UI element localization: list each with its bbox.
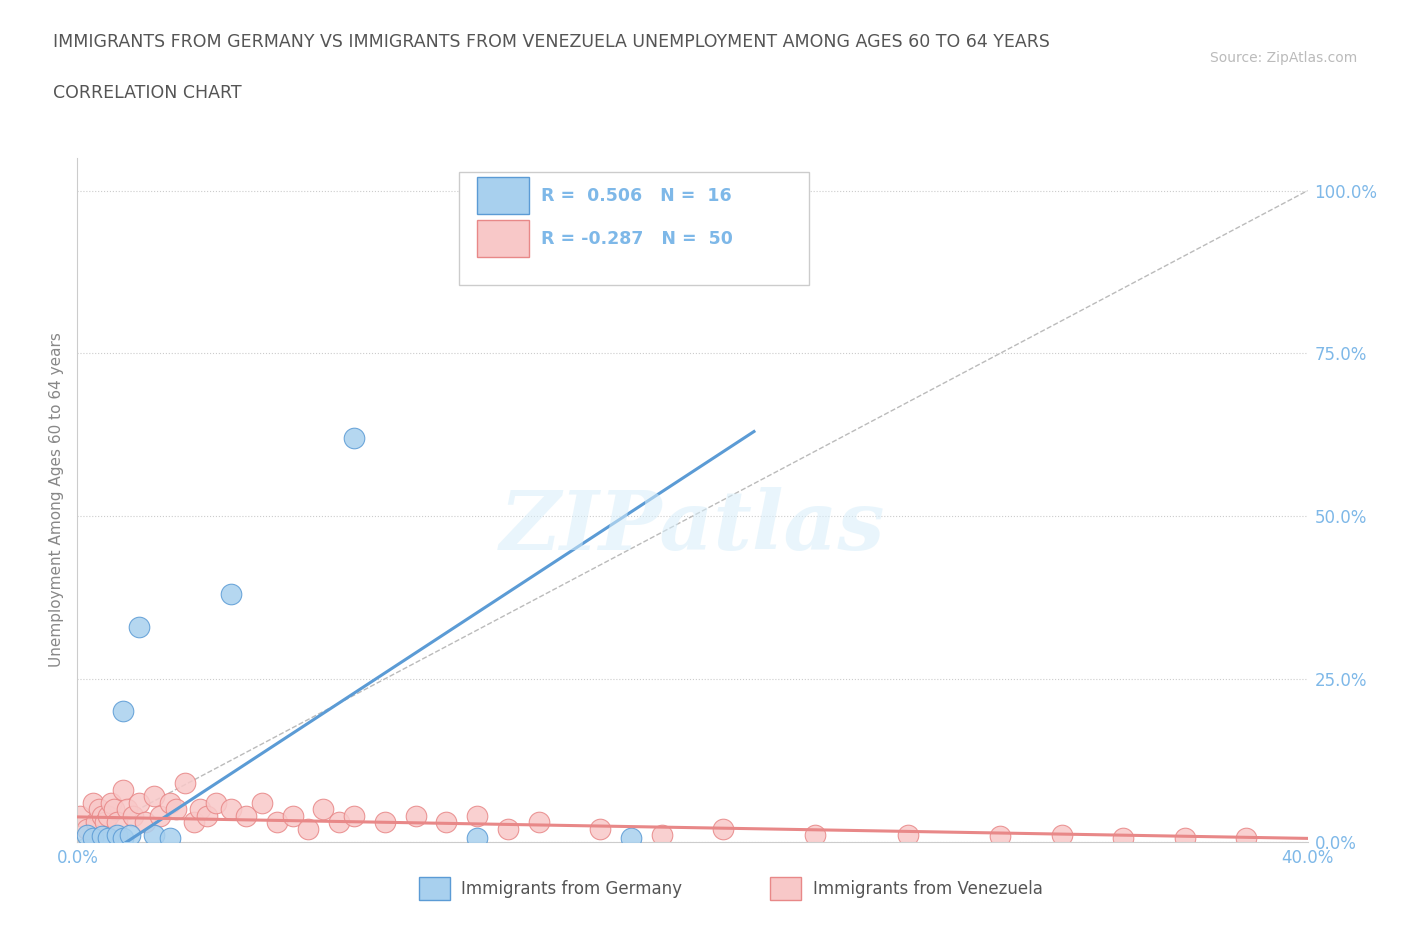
Point [174, 776, 197, 790]
Point [183, 815, 205, 830]
Point [374, 815, 396, 830]
Point [82, 831, 104, 846]
Point [742, 216, 765, 231]
Point [897, 828, 920, 843]
Point [76, 821, 98, 836]
Text: R =  0.506   N =  16: R = 0.506 N = 16 [541, 187, 731, 205]
Point [90, 808, 114, 823]
Point [405, 808, 427, 823]
Point [1050, 828, 1073, 843]
Point [312, 802, 335, 817]
Text: Source: ZipAtlas.com: Source: ZipAtlas.com [1209, 51, 1357, 65]
Point [134, 815, 156, 830]
Point [343, 808, 366, 823]
Point [711, 821, 734, 836]
Point [281, 808, 304, 823]
Point [195, 808, 218, 823]
Point [188, 802, 212, 817]
Text: IMMIGRANTS FROM GERMANY VS IMMIGRANTS FROM VENEZUELA UNEMPLOYMENT AMONG AGES 60 : IMMIGRANTS FROM GERMANY VS IMMIGRANTS FR… [53, 33, 1050, 50]
FancyBboxPatch shape [477, 220, 529, 258]
Bar [419, 877, 450, 900]
Point [76, 828, 98, 843]
Y-axis label: Unemployment Among Ages 60 to 64 years: Unemployment Among Ages 60 to 64 years [49, 332, 65, 668]
Point [266, 815, 288, 830]
Text: Immigrants from Venezuela: Immigrants from Venezuela [813, 880, 1042, 897]
Point [97, 831, 120, 846]
Point [149, 808, 172, 823]
Point [82, 795, 104, 810]
Point [496, 821, 519, 836]
Point [105, 828, 128, 843]
Point [90, 829, 114, 844]
Point [115, 802, 138, 817]
Text: Immigrants from Germany: Immigrants from Germany [461, 880, 682, 897]
Point [128, 619, 150, 634]
Text: R = -0.287   N =  50: R = -0.287 N = 50 [541, 230, 733, 247]
Point [465, 808, 488, 823]
Text: CORRELATION CHART: CORRELATION CHART [53, 84, 242, 101]
Bar [770, 877, 801, 900]
Point [84, 815, 107, 830]
Point [465, 831, 488, 846]
Point [69, 808, 91, 823]
FancyBboxPatch shape [477, 178, 529, 214]
Point [988, 829, 1011, 844]
Text: ZIPatlas: ZIPatlas [499, 487, 886, 567]
Point [159, 795, 181, 810]
Point [165, 802, 187, 817]
Point [204, 795, 226, 810]
Point [112, 831, 135, 846]
Point [118, 828, 141, 843]
Point [87, 802, 110, 817]
Point [527, 815, 550, 830]
Point [328, 815, 350, 830]
Point [250, 795, 273, 810]
Point [1112, 831, 1135, 846]
Point [100, 795, 122, 810]
Point [128, 795, 150, 810]
Point [804, 828, 827, 843]
Point [159, 831, 181, 846]
Point [235, 808, 257, 823]
Point [620, 831, 643, 846]
Point [219, 802, 242, 817]
Point [105, 815, 128, 830]
Point [436, 815, 458, 830]
Point [1234, 831, 1257, 846]
Point [103, 802, 125, 817]
Point [343, 431, 366, 445]
Point [97, 808, 120, 823]
Point [143, 789, 166, 804]
Point [1174, 831, 1197, 846]
FancyBboxPatch shape [458, 172, 810, 285]
Point [94, 815, 117, 830]
Point [143, 828, 166, 843]
Point [297, 821, 319, 836]
Point [589, 821, 612, 836]
Point [651, 828, 673, 843]
Point [112, 782, 135, 797]
Point [112, 704, 135, 719]
Point [219, 587, 242, 602]
Point [121, 808, 143, 823]
